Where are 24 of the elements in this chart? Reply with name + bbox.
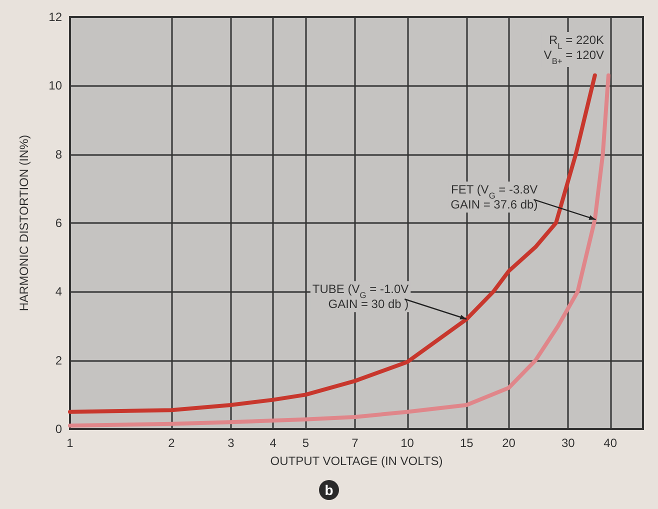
y-tick-label: 12	[48, 10, 62, 24]
x-tick-label: 1	[66, 436, 74, 450]
x-tick-label: 2	[168, 436, 176, 450]
x-tick-label: 40	[604, 436, 618, 450]
x-tick-label: 3	[228, 436, 235, 450]
y-axis-title: HARMONIC DISTORTION (IN%)	[17, 134, 31, 312]
x-tick-label: 10	[400, 436, 414, 450]
x-tick-label: 20	[502, 436, 516, 450]
annotation: TUBE (V$_{G}$ = -1.0V GAIN = 30 db )	[312, 282, 409, 312]
x-tick-label: 15	[460, 436, 474, 450]
x-axis-title: OUTPUT VOLTAGE (IN VOLTS)	[270, 454, 443, 468]
annotation: R$_{L}$ = 220K V$_{B+}$ = 120V	[544, 33, 604, 66]
y-tick-label: 8	[55, 147, 62, 162]
y-tick-label: 2	[55, 353, 62, 368]
text: b	[324, 482, 334, 498]
annotation: FET (V$_{G}$ = -3.8V GAIN = 37.6 db)	[450, 182, 538, 212]
x-tick-label: 7	[352, 436, 359, 450]
y-tick-label: 6	[55, 216, 62, 230]
x-tick-label: 5	[302, 436, 310, 450]
y-tick-label: 4	[55, 284, 62, 299]
x-tick-label: 30	[562, 436, 576, 450]
y-tick-label: 10	[48, 78, 62, 93]
x-tick-label: 4	[270, 436, 277, 450]
y-tick-label: 0	[55, 422, 62, 436]
